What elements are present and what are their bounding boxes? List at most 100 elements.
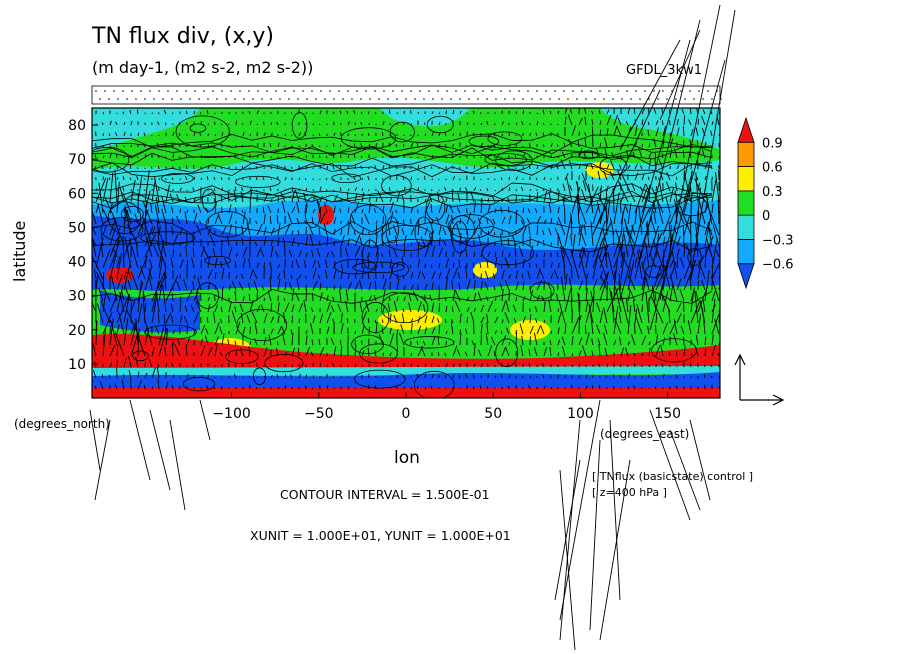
vector-note-line1: [ TNflux (basicstate) control ]	[592, 470, 754, 483]
vector-arrow	[557, 308, 560, 313]
vector-arrow	[340, 345, 343, 357]
vector-arrow	[389, 313, 392, 324]
vector-arrow	[375, 197, 378, 203]
vector-arrow	[508, 187, 511, 192]
vector-arrow	[431, 178, 433, 181]
vector-arrow	[375, 233, 378, 247]
vector-arrow	[122, 186, 125, 192]
vector-arrow	[123, 293, 131, 324]
vector-arrow	[708, 225, 713, 247]
vector-arrow	[438, 121, 441, 126]
vector-arrow	[121, 379, 125, 390]
vector-arrow	[581, 188, 587, 203]
vector-arrow	[423, 304, 426, 313]
vector-arrow	[94, 166, 97, 170]
vector-arrow	[492, 218, 496, 225]
vector-arrow	[536, 268, 541, 280]
vector-arrow	[549, 187, 552, 192]
vector-arrow	[631, 182, 636, 192]
vector-arrow	[645, 242, 650, 269]
vector-arrow	[479, 189, 482, 192]
strip-dot	[315, 98, 317, 100]
vector-arrow	[123, 131, 126, 137]
vector-arrow	[430, 203, 433, 214]
vector-arrow	[97, 203, 104, 225]
strip-dot	[126, 98, 128, 100]
vector-arrow	[619, 164, 622, 170]
vector-arrow	[431, 111, 434, 115]
vector-arrow	[508, 176, 510, 181]
vector-arrow	[438, 247, 443, 258]
vector-arrow	[112, 247, 118, 258]
vector-arrow	[620, 251, 626, 280]
strip-dot	[140, 90, 142, 92]
vector-arrow	[396, 345, 399, 357]
chart-subtitle: (m day-1, (m2 s-2, m2 s-2))	[92, 58, 314, 77]
strip-dot	[554, 90, 556, 92]
vector-arrow	[590, 162, 594, 170]
vector-arrow	[548, 227, 552, 236]
vector-arrow	[627, 164, 631, 170]
vector-arrow	[499, 233, 503, 247]
vector-arrow	[403, 219, 405, 225]
vector-arrow	[291, 288, 295, 302]
vector-arrow	[263, 226, 267, 236]
vector-arrow	[263, 375, 266, 379]
vector-arrow	[627, 285, 636, 302]
vector-arrow	[438, 144, 441, 148]
vector-arrow	[375, 224, 378, 236]
vector-arrow	[284, 374, 287, 379]
shade-blue-band	[92, 215, 720, 292]
vector-arrow	[444, 318, 447, 324]
vector-arrow	[401, 194, 405, 203]
vector-arrow	[681, 108, 685, 115]
vector-arrow	[597, 170, 601, 181]
vector-arrow	[494, 123, 496, 126]
vector-arrow	[451, 215, 454, 225]
vector-arrow	[632, 385, 636, 390]
contour-lines	[92, 112, 713, 398]
vector-arrow	[248, 258, 251, 269]
vector-arrow	[126, 210, 132, 225]
shade-cyan-patch	[380, 108, 470, 127]
vector-arrow	[163, 314, 167, 335]
vector-arrow	[395, 143, 398, 148]
strip-dot	[185, 90, 187, 92]
vector-arrow	[312, 197, 316, 203]
vector-arrow	[445, 197, 448, 203]
vector-arrow	[192, 145, 195, 148]
vector-arrow	[346, 318, 349, 324]
vector-arrow	[695, 127, 699, 137]
vector-arrow	[536, 215, 542, 225]
vector-arrow	[613, 192, 620, 225]
vector-arrow	[653, 108, 657, 115]
vector-arrow	[609, 217, 615, 236]
vector-arrow	[242, 257, 246, 269]
vector-arrow	[104, 197, 118, 225]
vector-arrow	[284, 176, 287, 181]
vector-arrow	[595, 147, 601, 159]
vector-arrow	[571, 364, 574, 368]
vector-arrow	[305, 335, 308, 346]
vector-arrow	[263, 213, 266, 225]
vector-arrow	[171, 292, 174, 302]
vector-arrow	[142, 290, 146, 302]
vector-arrow	[102, 225, 107, 236]
vector-arrow	[179, 166, 181, 170]
vector-arrow	[618, 273, 622, 291]
vector-arrow	[102, 248, 111, 269]
overflow-vector	[619, 39, 691, 301]
vector-arrow	[626, 149, 629, 159]
strip-dot	[428, 90, 430, 92]
vector-arrow	[591, 350, 594, 357]
contour-loop	[380, 292, 429, 324]
vector-arrow	[241, 165, 244, 170]
vector-arrow	[536, 191, 538, 203]
vector-arrow	[126, 309, 139, 335]
vector-arrow	[442, 239, 447, 247]
vector-arrow	[459, 233, 462, 247]
vector-arrow	[704, 348, 707, 357]
vector-arrow	[641, 352, 644, 357]
vector-arrow	[375, 246, 379, 258]
vector-arrow	[269, 261, 272, 269]
